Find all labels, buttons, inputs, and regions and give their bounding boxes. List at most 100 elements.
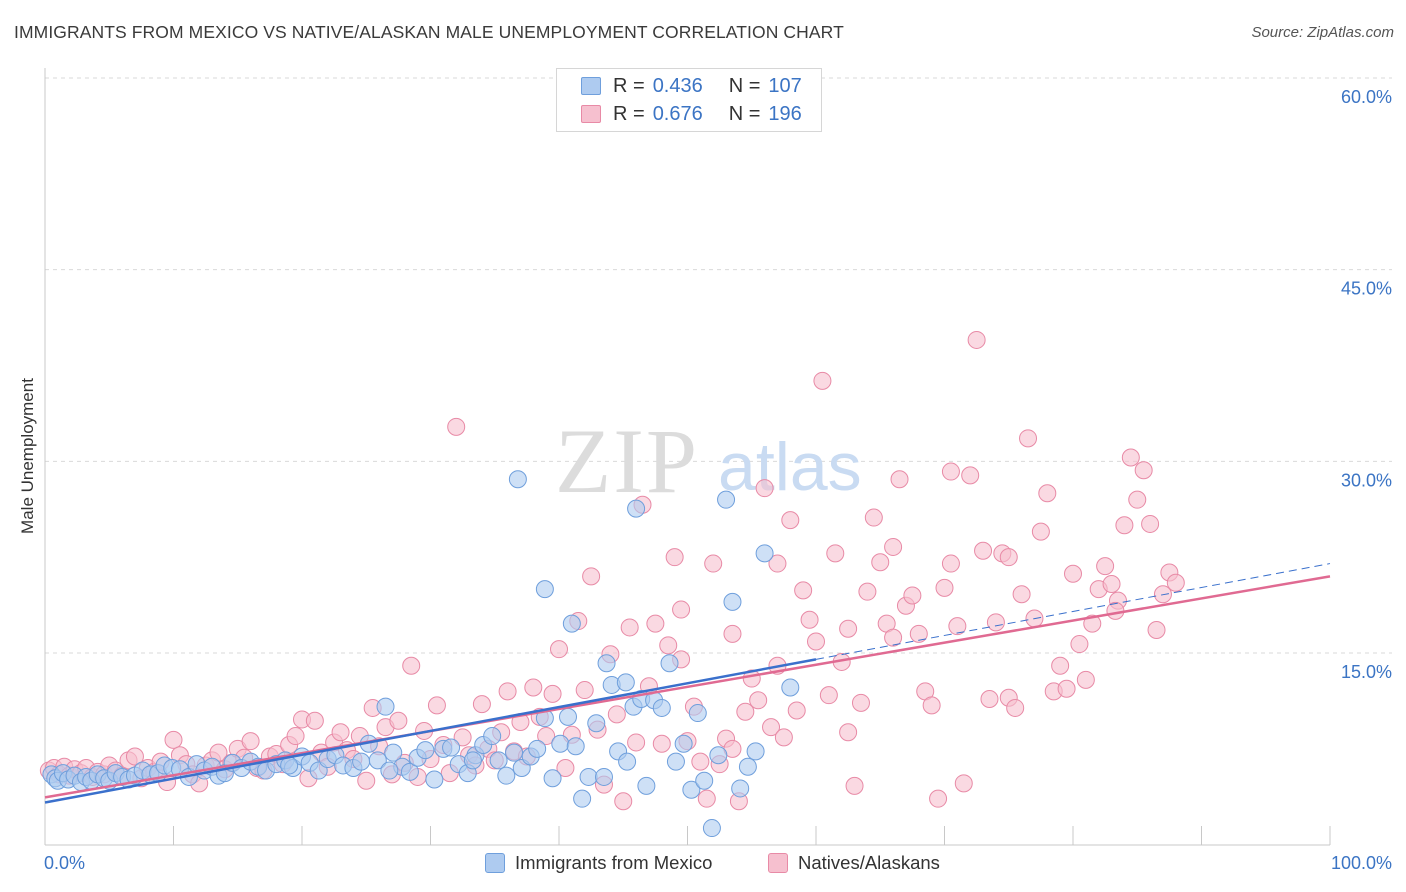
data-point-mexico xyxy=(463,751,482,770)
data-point-natives xyxy=(851,693,870,712)
data-point-natives xyxy=(787,701,806,720)
bottom-legend-swatch-blue xyxy=(485,853,505,873)
data-point-natives xyxy=(948,617,967,636)
data-point-natives xyxy=(922,696,941,715)
data-point-natives xyxy=(807,632,825,651)
data-point-mexico xyxy=(652,698,671,717)
data-point-mexico xyxy=(695,771,714,790)
data-point-natives xyxy=(967,330,986,349)
data-point-natives xyxy=(1106,601,1125,620)
data-point-natives xyxy=(1019,429,1038,448)
data-point-natives xyxy=(1031,522,1050,541)
x-tick-label: 100.0% xyxy=(1331,853,1392,873)
watermark-zip: ZIP xyxy=(555,410,699,512)
data-point-mexico xyxy=(508,470,527,489)
data-point-mexico xyxy=(781,678,800,697)
data-point-mexico xyxy=(551,734,570,753)
data-point-mexico xyxy=(400,762,419,781)
data-point-mexico xyxy=(380,761,399,780)
data-point-natives xyxy=(819,686,838,705)
data-point-mexico xyxy=(717,490,736,509)
data-point-natives xyxy=(781,511,800,530)
bottom-legend-mexico: Immigrants from Mexico xyxy=(485,852,712,874)
data-point-natives xyxy=(125,747,144,766)
data-point-mexico xyxy=(618,752,637,771)
trend-line-natives xyxy=(44,575,1331,799)
data-point-natives xyxy=(839,723,858,742)
data-point-natives xyxy=(659,636,678,655)
data-point-mexico xyxy=(688,704,707,723)
y-tick-label: 60.0% xyxy=(1341,87,1392,107)
bottom-legend-label: Immigrants from Mexico xyxy=(515,852,713,873)
data-point-natives xyxy=(871,553,890,572)
legend-n-value: 107 xyxy=(768,74,802,97)
data-point-mexico xyxy=(709,746,728,765)
data-point-natives xyxy=(620,618,639,637)
data-point-natives xyxy=(884,628,903,647)
data-point-natives xyxy=(800,610,819,629)
data-point-mexico xyxy=(723,592,742,611)
data-point-natives xyxy=(1115,516,1134,535)
legend-r-value: 0.436 xyxy=(652,74,703,97)
data-point-natives xyxy=(929,789,948,808)
data-point-natives xyxy=(1096,557,1115,576)
data-point-natives xyxy=(884,537,903,556)
data-point-natives xyxy=(1051,656,1070,675)
data-point-mexico xyxy=(558,707,577,726)
data-point-natives xyxy=(736,702,755,721)
data-point-natives xyxy=(826,544,845,563)
data-point-natives xyxy=(762,718,781,737)
data-point-mexico xyxy=(755,544,774,563)
data-point-natives xyxy=(941,462,960,481)
data-point-natives xyxy=(498,682,517,701)
data-point-natives xyxy=(941,554,960,573)
legend-r-label: R = xyxy=(613,102,645,125)
data-point-natives xyxy=(858,582,877,601)
data-point-mexico xyxy=(702,819,721,838)
data-point-mexico xyxy=(627,499,646,518)
data-point-mexico xyxy=(368,751,387,770)
data-point-natives xyxy=(813,371,832,390)
data-point-natives xyxy=(550,640,568,659)
data-point-natives xyxy=(1128,490,1147,509)
data-point-mexico xyxy=(535,580,554,599)
chart-title: IMMIGRANTS FROM MEXICO VS NATIVE/ALASKAN… xyxy=(14,22,844,42)
data-point-mexico xyxy=(497,766,516,785)
data-point-natives xyxy=(627,733,646,752)
data-point-natives xyxy=(903,586,922,605)
data-point-natives xyxy=(986,613,1005,632)
y-tick-label: 45.0% xyxy=(1341,279,1392,299)
data-point-mexico xyxy=(566,737,585,756)
data-point-natives xyxy=(1057,679,1076,698)
data-point-natives xyxy=(357,771,376,790)
data-point-mexico xyxy=(587,714,606,733)
data-point-natives xyxy=(723,624,742,643)
data-point-mexico xyxy=(682,780,701,799)
data-point-mexico xyxy=(543,769,562,788)
data-point-mexico xyxy=(674,734,693,753)
data-point-natives xyxy=(774,728,793,747)
y-tick-label: 15.0% xyxy=(1341,662,1392,682)
legend-row-natives: R = 0.676 N = 196 xyxy=(581,102,802,126)
data-point-natives xyxy=(447,417,466,436)
data-point-mexico xyxy=(442,738,461,757)
data-point-mexico xyxy=(660,654,679,673)
data-point-natives xyxy=(556,759,575,777)
data-point-natives xyxy=(1134,461,1153,480)
legend-row-mexico: R = 0.436 N = 107 xyxy=(581,74,802,98)
data-point-natives xyxy=(164,730,183,749)
data-point-natives xyxy=(402,656,421,675)
data-point-mexico xyxy=(376,697,395,716)
data-point-mexico xyxy=(746,742,765,761)
data-point-natives xyxy=(1076,670,1095,689)
data-point-natives xyxy=(691,752,710,771)
data-point-mexico xyxy=(597,654,616,673)
data-point-mexico xyxy=(666,752,685,771)
data-point-natives xyxy=(524,678,543,697)
data-point-natives xyxy=(890,470,909,489)
legend-r-value: 0.676 xyxy=(652,102,703,125)
source-label: Source: ZipAtlas.com xyxy=(1251,24,1394,41)
legend-n-value: 196 xyxy=(768,102,802,125)
data-point-natives xyxy=(1070,635,1089,654)
